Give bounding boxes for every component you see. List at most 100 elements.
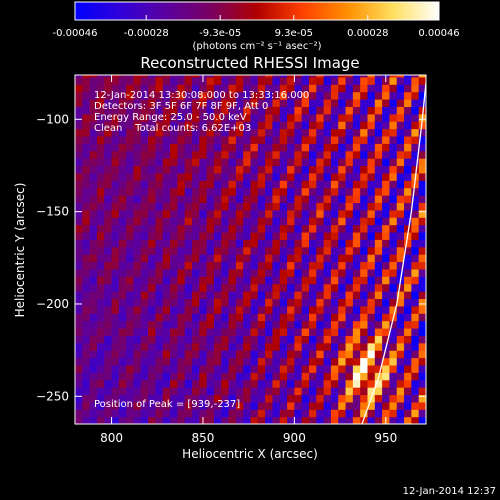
heatmap-cell bbox=[89, 209, 98, 218]
heatmap-cell bbox=[374, 231, 383, 240]
heatmap-cell bbox=[345, 313, 354, 322]
heatmap-cell bbox=[367, 91, 376, 100]
heatmap-cell bbox=[199, 202, 208, 211]
heatmap-cell bbox=[192, 217, 200, 226]
heatmap-cell bbox=[184, 75, 193, 78]
heatmap-cell bbox=[338, 158, 347, 167]
heatmap-cell bbox=[287, 313, 295, 322]
heatmap-cell bbox=[279, 350, 288, 359]
heatmap-cell bbox=[82, 364, 91, 373]
heatmap-cell bbox=[111, 106, 120, 115]
heatmap-cell bbox=[177, 305, 186, 314]
heatmap-cell bbox=[133, 202, 142, 211]
heatmap-cell bbox=[316, 202, 325, 211]
heatmap-cell bbox=[243, 128, 252, 137]
heatmap-cell bbox=[272, 320, 281, 329]
heatmap-cell bbox=[352, 298, 361, 307]
heatmap-cell bbox=[309, 76, 317, 85]
heatmap-cell bbox=[257, 158, 266, 167]
heatmap-cell bbox=[155, 298, 164, 307]
heatmap-cell bbox=[235, 409, 244, 418]
heatmap-cell bbox=[243, 202, 252, 211]
heatmap-cell bbox=[316, 172, 325, 181]
heatmap-cell bbox=[118, 372, 127, 381]
heatmap-cell bbox=[287, 187, 295, 196]
heatmap-cell bbox=[140, 135, 149, 144]
heatmap-cell bbox=[338, 276, 347, 285]
heatmap-cell bbox=[352, 91, 361, 100]
heatmap-cell bbox=[309, 113, 317, 122]
heatmap-cell bbox=[184, 128, 193, 137]
heatmap-cell bbox=[148, 379, 157, 388]
heatmap-cell bbox=[82, 150, 91, 159]
heatmap-cell bbox=[279, 291, 288, 300]
heatmap-cell bbox=[367, 195, 376, 204]
heatmap-cell bbox=[411, 268, 420, 277]
heatmap-cell bbox=[75, 76, 83, 85]
heatmap-cell bbox=[75, 99, 83, 107]
heatmap-cell bbox=[411, 313, 420, 322]
heatmap-cell bbox=[206, 209, 215, 218]
heatmap-cell bbox=[294, 268, 303, 277]
heatmap-cell bbox=[206, 276, 215, 285]
heatmap-cell bbox=[184, 350, 193, 359]
heatmap-cell bbox=[118, 202, 127, 211]
heatmap-cell bbox=[411, 121, 420, 130]
heatmap-cell bbox=[360, 291, 369, 300]
heatmap-cell bbox=[82, 246, 91, 255]
heatmap-cell bbox=[228, 276, 237, 285]
heatmap-cell bbox=[367, 268, 376, 277]
heatmap-cell bbox=[301, 305, 310, 314]
heatmap-cell bbox=[96, 335, 105, 344]
heatmap-cell bbox=[170, 320, 178, 329]
heatmap-cell bbox=[75, 84, 83, 93]
heatmap-cell bbox=[382, 283, 391, 292]
heatmap-cell bbox=[338, 113, 347, 122]
heatmap-cell bbox=[352, 224, 361, 233]
heatmap-cell bbox=[118, 113, 127, 122]
heatmap-cell bbox=[104, 195, 113, 204]
heatmap-cell bbox=[228, 372, 237, 381]
heatmap-cell bbox=[367, 99, 376, 107]
heatmap-cell bbox=[323, 357, 332, 366]
heatmap-cell bbox=[418, 276, 426, 285]
heatmap-cell bbox=[221, 143, 230, 152]
heatmap-cell bbox=[235, 76, 244, 85]
heatmap-cell bbox=[170, 76, 178, 85]
heatmap-cell bbox=[411, 224, 420, 233]
heatmap-cell bbox=[272, 342, 281, 351]
heatmap-cell bbox=[126, 187, 135, 196]
heatmap-cell bbox=[192, 99, 200, 107]
heatmap-cell bbox=[382, 158, 391, 167]
heatmap-cell bbox=[404, 416, 412, 424]
heatmap-cell bbox=[148, 246, 157, 255]
heatmap-cell bbox=[389, 254, 398, 263]
heatmap-cell bbox=[177, 135, 186, 144]
heatmap-cell bbox=[96, 195, 105, 204]
heatmap-cell bbox=[228, 416, 237, 424]
heatmap-cell bbox=[272, 135, 281, 144]
heatmap-cell bbox=[338, 202, 347, 211]
heatmap-cell bbox=[330, 106, 339, 115]
heatmap-cell bbox=[352, 150, 361, 159]
heatmap-cell bbox=[272, 394, 281, 403]
heatmap-cell bbox=[389, 106, 398, 115]
heatmap-cell bbox=[287, 246, 295, 255]
heatmap-cell bbox=[235, 246, 244, 255]
heatmap-cell bbox=[177, 394, 186, 403]
heatmap-cell bbox=[338, 327, 347, 336]
heatmap-cell bbox=[374, 202, 383, 211]
heatmap-cell bbox=[396, 320, 405, 329]
heatmap-cell bbox=[294, 121, 303, 130]
heatmap-cell bbox=[96, 261, 105, 270]
heatmap-cell bbox=[155, 372, 164, 381]
heatmap-cell bbox=[213, 180, 222, 189]
heatmap-cell bbox=[243, 76, 252, 85]
heatmap-cell bbox=[82, 128, 91, 137]
heatmap-cell bbox=[418, 106, 426, 115]
heatmap-cell bbox=[382, 409, 391, 418]
heatmap-cell bbox=[170, 342, 178, 351]
heatmap-cell bbox=[279, 327, 288, 336]
heatmap-cell bbox=[309, 364, 317, 373]
heatmap-cell bbox=[279, 195, 288, 204]
